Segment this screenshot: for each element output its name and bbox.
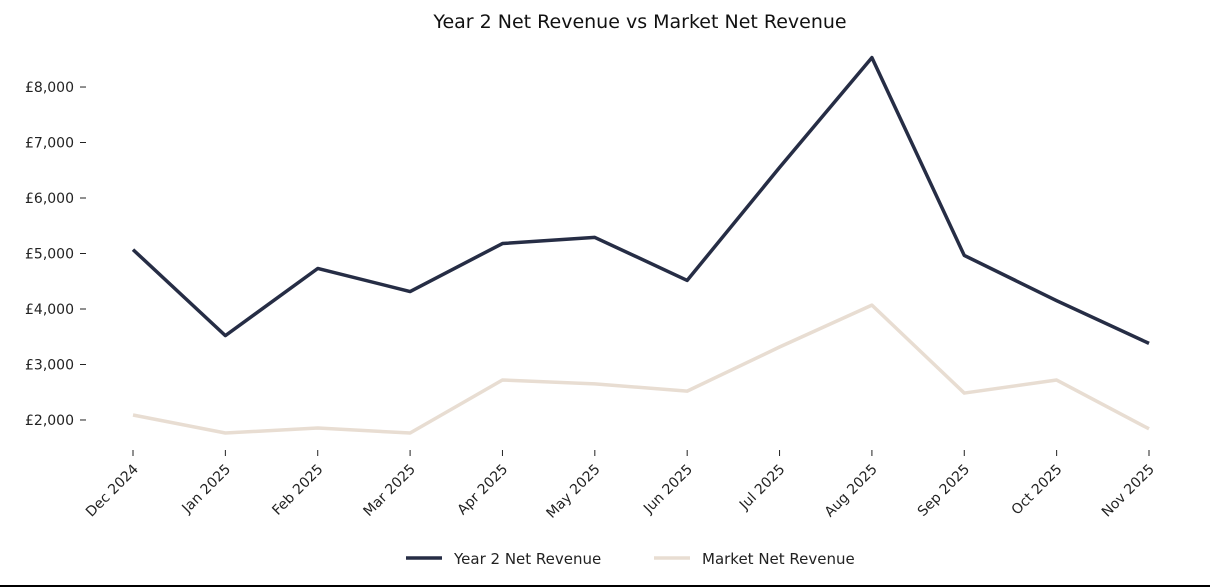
x-tick-label: Oct 2025 [1009,462,1066,519]
chart-title: Year 2 Net Revenue vs Market Net Revenue [432,11,846,33]
series-line-1 [132,303,1150,435]
x-tick-label: Apr 2025 [454,462,511,519]
x-tick-label: Nov 2025 [1099,462,1158,521]
x-tick-label: Jun 2025 [640,462,696,518]
legend-label: Year 2 Net Revenue [453,550,601,568]
x-tick-label: Jan 2025 [179,462,235,518]
y-tick-label: £7,000 [25,136,74,152]
x-tick-label: Jul 2025 [736,462,788,514]
y-tick-label: £2,000 [25,413,74,429]
y-tick-label: £4,000 [25,302,74,318]
bottom-border [0,585,1210,587]
y-tick-label: £6,000 [25,191,74,207]
y-tick-label: £5,000 [25,246,74,262]
x-tick-label: Aug 2025 [822,462,881,521]
x-tick-label: May 2025 [544,462,604,522]
legend-label: Market Net Revenue [702,550,855,568]
x-tick-label: Dec 2024 [83,461,142,520]
y-tick-label: £3,000 [25,357,74,373]
series-line-0 [131,55,1150,345]
x-tick-label: Sep 2025 [915,462,973,520]
x-tick-label: Mar 2025 [361,462,419,520]
y-tick-label: £8,000 [25,80,74,96]
x-tick-label: Feb 2025 [269,462,326,519]
